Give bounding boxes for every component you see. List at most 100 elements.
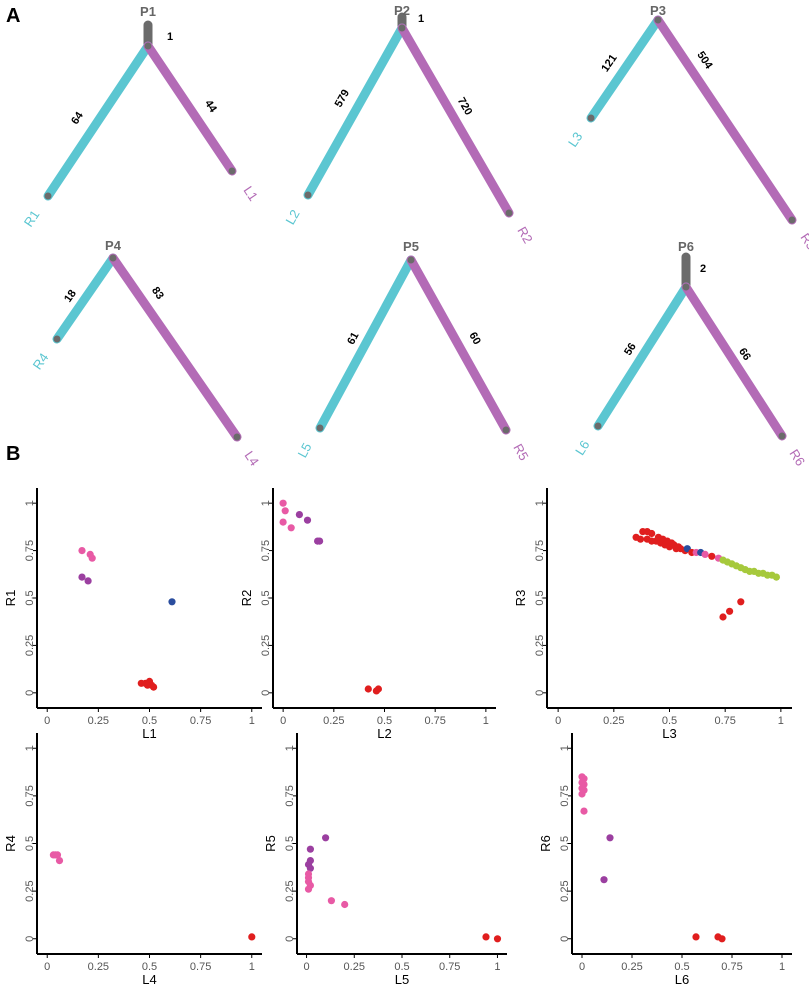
tree-node [788, 216, 796, 224]
x-axis-label: L2 [377, 726, 391, 741]
data-point [341, 900, 349, 909]
y-axis-label: R5 [263, 835, 278, 852]
x-tick-label: 0.75 [714, 715, 735, 727]
data-point [737, 598, 745, 606]
tree-node [53, 335, 61, 343]
trunk-length-label: 1 [167, 31, 173, 43]
y-tick-label: 0.75 [24, 540, 36, 561]
data-point [580, 807, 588, 815]
y-tick-label: 0.5 [24, 590, 36, 605]
right-branch [653, 15, 797, 225]
x-tick-label: 0 [44, 961, 50, 973]
y-tick-label: 0.75 [284, 785, 296, 806]
x-axis-label: L4 [142, 972, 156, 984]
right-branch-length: 60 [466, 330, 482, 347]
data-point [78, 573, 86, 581]
x-tick-label: 0 [44, 715, 50, 727]
x-tick-label: 0.5 [142, 715, 157, 727]
x-tick-label: 0.25 [603, 715, 624, 727]
x-tick-label: 0.5 [674, 961, 689, 973]
x-tick-label: 0.25 [621, 961, 642, 973]
left-branch-length: 18 [62, 288, 79, 305]
y-tick-label: 0 [284, 936, 296, 942]
y-tick-label: 0.5 [559, 836, 571, 851]
data-point [306, 845, 314, 853]
scatter-plot-2: 0 0.25 0.5 0.75 1 0 0.25 0.5 0.75 1 L2 R2 [239, 488, 496, 741]
tree-root-node [682, 253, 690, 261]
right-leaf-label: R6 [786, 446, 808, 468]
left-branch-length: 579 [333, 88, 352, 110]
right-branch [406, 255, 511, 435]
tree-p5: P5 61 60 L5 R5 [295, 239, 532, 463]
tree-title: P4 [105, 238, 122, 253]
right-leaf-label: R2 [514, 224, 535, 246]
tree-node [682, 283, 690, 291]
y-tick-label: 0.75 [534, 540, 546, 561]
trunk-length-label: 2 [700, 263, 706, 275]
y-tick-label: 0.25 [24, 880, 36, 901]
x-tick-label: 1 [494, 961, 500, 973]
data-point [648, 529, 656, 538]
right-leaf-label: R5 [510, 441, 531, 463]
data-point [726, 607, 734, 615]
tree-node [594, 422, 602, 430]
data-point [701, 550, 709, 559]
data-point [279, 499, 287, 507]
tree-p3: P3 121 504 L3 R3 [565, 3, 809, 252]
right-branch [143, 41, 237, 176]
x-axis-label: L1 [142, 726, 156, 741]
tree-title: P1 [140, 4, 156, 19]
y-axis-label: R1 [3, 590, 18, 607]
left-branch [593, 282, 691, 431]
y-tick-label: 1 [24, 500, 36, 506]
data-point [322, 834, 330, 842]
x-tick-label: 0.75 [190, 715, 211, 727]
tree-title: P6 [678, 239, 694, 254]
x-tick-label: 1 [483, 715, 489, 727]
y-tick-label: 0.25 [559, 880, 571, 901]
tree-title: P5 [403, 239, 419, 254]
x-tick-label: 0.75 [424, 715, 445, 727]
tree-p6: P6 2 56 66 L6 R6 [572, 239, 808, 469]
data-point [482, 933, 490, 941]
right-branch [108, 253, 242, 442]
x-tick-label: 0 [579, 961, 585, 973]
scatter-plot-5: 0 0.25 0.5 0.75 1 0 0.25 0.5 0.75 1 L5 R5 [263, 733, 507, 984]
tree-node [398, 24, 406, 32]
left-leaf-label: R1 [21, 207, 43, 229]
tree-title: P3 [650, 3, 666, 18]
tree-p1: P1 1 64 44 R1 L1 [21, 4, 261, 229]
data-point [279, 518, 287, 526]
y-tick-label: 1 [559, 745, 571, 751]
scatter-plot-3: 0 0.25 0.5 0.75 1 0 0.25 0.5 0.75 1 L3 R3 [513, 488, 792, 741]
tree-node [587, 114, 595, 122]
right-leaf-label: L1 [241, 183, 262, 203]
y-tick-label: 0.25 [284, 880, 296, 901]
y-tick-label: 0.25 [534, 635, 546, 656]
data-point [606, 834, 614, 842]
data-point [316, 537, 324, 545]
tree-p4: P4 18 83 R4 L4 [30, 238, 262, 469]
data-point [327, 897, 335, 905]
data-point [287, 524, 295, 532]
data-point [708, 552, 716, 560]
x-tick-label: 0 [280, 715, 286, 727]
panel-a-label: A [6, 5, 20, 27]
right-leaf-label: L4 [242, 448, 263, 468]
trunk-length-label: 1 [418, 13, 424, 25]
data-point [578, 790, 586, 798]
tree-root-node [398, 13, 406, 21]
left-branch [52, 253, 118, 344]
right-branch-length: 66 [736, 346, 753, 363]
x-tick-label: 1 [249, 961, 255, 973]
x-tick-label: 1 [249, 715, 255, 727]
y-tick-label: 0 [534, 690, 546, 696]
tree-p2: P2 1 579 720 L2 R2 [282, 3, 535, 246]
tree-title: P2 [394, 3, 410, 18]
tree-node [144, 42, 152, 50]
y-tick-label: 0 [24, 936, 36, 942]
left-leaf-label: L6 [572, 438, 592, 458]
data-point [600, 876, 608, 884]
data-point [295, 510, 303, 519]
